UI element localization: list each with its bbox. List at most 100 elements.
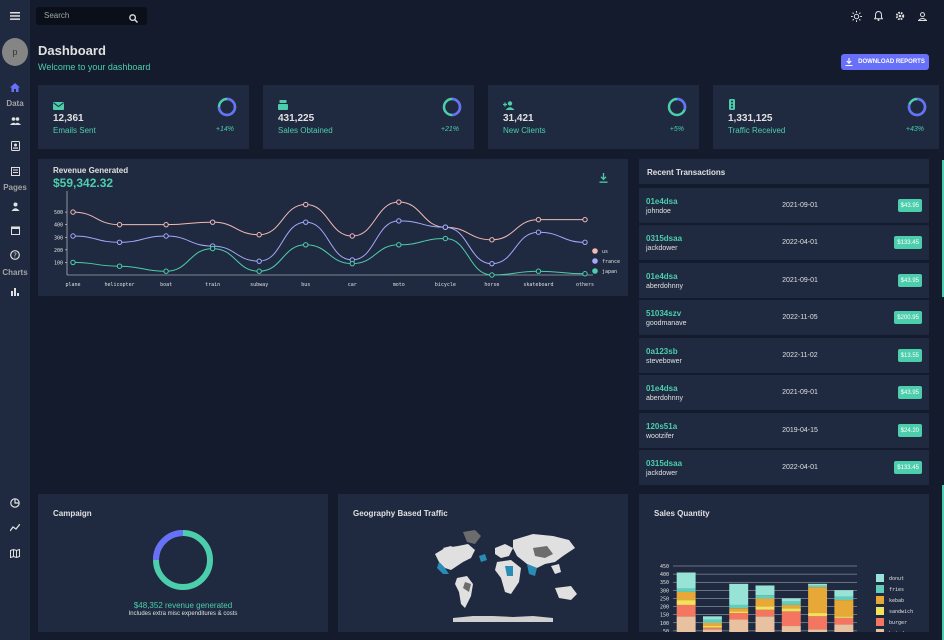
right-scroll-edge [942, 160, 944, 297]
series-line-us [72, 201, 585, 241]
data-point-japan [442, 235, 449, 242]
profile-form-icon[interactable] [0, 200, 30, 212]
revenue-chart-panel: Revenue Generated $59,342.32 100 200 300 40… [38, 159, 628, 296]
bar-segment-sandwich [808, 613, 828, 617]
transactions-title: Recent Transactions [647, 168, 726, 177]
data-point-us [535, 216, 542, 223]
x-tick-label: car [348, 282, 357, 288]
transaction-row[interactable]: 01e4dsa aberdohnny 2021-09-01 $43.95 [639, 263, 929, 298]
campaign-progress-ring [153, 530, 213, 590]
data-point-france [489, 260, 495, 267]
bar-segment-sandwich [834, 616, 854, 618]
data-point-france [116, 239, 123, 245]
bar-segment-burger [755, 609, 775, 617]
data-point-france [582, 239, 588, 245]
transaction-row[interactable]: 01e4dsa johndoe 2021-09-01 $43.95 [639, 188, 929, 223]
stat-card-traffic: 1,331,125 Traffic Received +43% [713, 85, 939, 149]
transaction-amount: $133.45 [894, 236, 922, 249]
download-reports-label: DOWNLOAD REPORTS [858, 59, 925, 65]
bar-segment-fries [729, 604, 749, 609]
y-tick-label: 50 [663, 629, 669, 632]
download-reports-button[interactable]: DOWNLOAD REPORTS [841, 54, 929, 70]
transaction-row[interactable]: 01e4dsa aberdohnny 2021-09-01 $43.95 [639, 375, 929, 410]
legend-label-burger: burger [889, 620, 907, 626]
x-tick-label: train [205, 282, 220, 288]
bar-segment-donut [676, 572, 696, 589]
search-icon[interactable] [129, 10, 138, 28]
progress-ring-fill [217, 97, 237, 117]
avatar[interactable]: p [2, 38, 28, 66]
menu-icon[interactable] [0, 8, 30, 24]
transaction-row[interactable]: 51034szv goodmanave 2022-11-05 $200.95 [639, 300, 929, 335]
contacts-icon[interactable] [0, 140, 30, 152]
sidebar-section-pages: Pages [3, 183, 27, 192]
pie-chart-icon[interactable] [0, 497, 30, 509]
stat-card-clients: 31,421 New Clients +5% [488, 85, 699, 149]
invoices-icon[interactable] [0, 165, 30, 177]
map-icon[interactable] [0, 547, 30, 559]
transaction-user: jackdower [646, 470, 678, 477]
transaction-row[interactable]: 0a123sb stevebower 2022-11-02 $13.55 [639, 338, 929, 373]
line-chart-icon[interactable] [0, 522, 30, 534]
user-profile-icon[interactable] [915, 9, 929, 23]
y-tick-label: 200 [660, 605, 669, 611]
progress-ring [907, 97, 927, 117]
sales-quantity-panel: Sales Quantity 50 100 150 200 250 300 350 400 45… [639, 494, 929, 632]
revenue-download-icon[interactable] [599, 170, 608, 188]
y-tick-label: 300 [660, 588, 669, 594]
transaction-user: stevebower [646, 358, 682, 365]
bar-segment-hot-dog [755, 616, 775, 632]
y-tick-label: 250 [660, 596, 669, 602]
bar-chart-icon[interactable] [0, 286, 30, 298]
campaign-note: Includes extra misc expenditures & costs [128, 611, 238, 617]
bar-segment-burger [702, 627, 722, 630]
data-point-us [489, 237, 495, 243]
stat-value: 431,225 [278, 113, 315, 124]
bar-segment-burger [781, 611, 801, 627]
transaction-id: 0a123sb [646, 347, 678, 356]
bar-segment-fries [755, 595, 775, 599]
x-tick-label: subway [250, 282, 268, 288]
transaction-row[interactable]: 0315dsaa jackdower 2022-04-01 $133.45 [639, 450, 929, 485]
calendar-icon[interactable] [0, 224, 30, 236]
x-tick-label: horse [484, 282, 499, 288]
legend-label-fries: fries [889, 587, 904, 593]
transaction-date: 2022-04-01 [782, 239, 818, 246]
bar-segment-hot-dog [676, 616, 696, 632]
x-tick-label: others [576, 282, 594, 288]
team-icon[interactable] [0, 115, 30, 127]
topbar: Search [30, 0, 944, 32]
legend-label-us: us [602, 249, 608, 255]
data-point-japan [489, 272, 495, 278]
transaction-amount: $43.95 [897, 386, 922, 399]
data-point-japan [209, 245, 216, 252]
stat-increase: +14% [215, 126, 234, 133]
bar-segment-burger [808, 616, 828, 630]
notifications-icon[interactable] [871, 9, 885, 23]
data-point-japan [535, 268, 542, 274]
dashboard-home-icon[interactable] [0, 80, 30, 94]
x-tick-label: skateboard [523, 282, 553, 288]
x-tick-label: bicycle [435, 282, 456, 288]
transactions-header: Recent Transactions [639, 159, 929, 184]
data-point-us [349, 233, 355, 239]
data-point-japan [303, 242, 309, 248]
bar-segment-burger [676, 604, 696, 617]
search-input[interactable]: Search [36, 7, 147, 25]
bar-segment-kebab [781, 604, 801, 609]
bar-segment-fries [676, 588, 696, 592]
transaction-id: 01e4dsa [646, 197, 678, 206]
data-point-japan [396, 242, 402, 248]
data-point-us [209, 219, 216, 225]
light-mode-icon[interactable] [849, 9, 863, 23]
data-point-france [396, 218, 402, 224]
transaction-user: aberdohnny [646, 395, 683, 402]
stat-label: Traffic Received [728, 126, 786, 135]
transaction-row[interactable]: 0315dsaa jackdower 2022-04-01 $133.45 [639, 225, 929, 260]
transaction-date: 2022-11-05 [782, 314, 818, 321]
faq-help-icon[interactable]: ? [0, 249, 30, 261]
bar-segment-hot-dog [834, 624, 854, 632]
geography-title: Geography Based Traffic [353, 509, 448, 518]
settings-gear-icon[interactable] [893, 9, 907, 23]
transaction-row[interactable]: 120s51a wootzifer 2019-04-15 $24.20 [639, 413, 929, 448]
